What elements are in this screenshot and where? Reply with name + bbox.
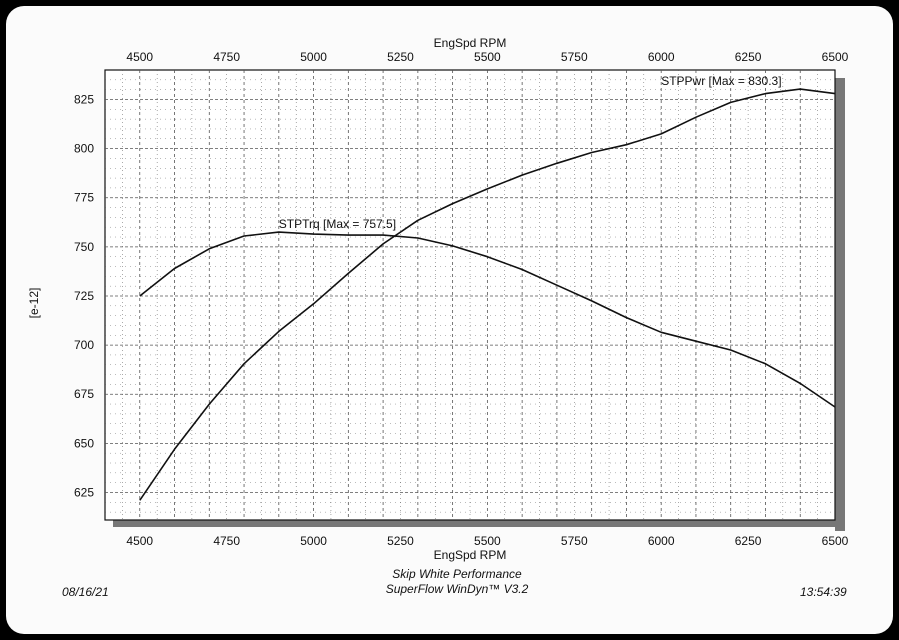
x-tick-label-bottom: 4500 <box>126 534 153 548</box>
x-tick-label-top: 4500 <box>126 50 153 64</box>
plot-shadow <box>113 78 845 531</box>
y-tick-label: 675 <box>74 387 94 401</box>
y-tick-label: 625 <box>74 485 94 499</box>
chart-grid <box>105 70 835 520</box>
x-tick-label-top: 5750 <box>561 50 588 64</box>
x-tick-label-top: 6500 <box>822 50 849 64</box>
x-tick-label-top: 5250 <box>387 50 414 64</box>
y-tick-label: 825 <box>74 92 94 106</box>
x-tick-label-bottom: 6250 <box>735 534 762 548</box>
y-tick-label: 650 <box>74 436 94 450</box>
x-tick-label-top: 6250 <box>735 50 762 64</box>
x-tick-label-top: 6000 <box>648 50 675 64</box>
x-tick-label-bottom: 5750 <box>561 534 588 548</box>
x-tick-label-bottom: 5250 <box>387 534 414 548</box>
y-tick-label: 775 <box>74 191 94 205</box>
x-tick-label-top: 5500 <box>474 50 501 64</box>
x-tick-label-bottom: 4750 <box>213 534 240 548</box>
x-axis-title-top: EngSpd RPM <box>434 36 507 50</box>
power-max-annotation: STPPwr [Max = 830.3] <box>661 74 781 88</box>
y-tick-label: 725 <box>74 289 94 303</box>
y-tick-label: 800 <box>74 142 94 156</box>
x-tick-label-bottom: 6000 <box>648 534 675 548</box>
report-time: 13:54:39 <box>800 585 847 599</box>
x-tick-label-bottom: 5000 <box>300 534 327 548</box>
x-tick-label-top: 4750 <box>213 50 240 64</box>
chart-series <box>139 88 836 501</box>
axis-ticks: 4500 4500 4750 4750 5000 5000 5250 5250 5500 5500… <box>74 50 849 548</box>
y-tick-label: 750 <box>74 240 94 254</box>
x-axis-title-bottom: EngSpd RPM <box>434 548 507 562</box>
y-tick-label: 700 <box>74 338 94 352</box>
plot-shadow-right <box>835 78 845 531</box>
plot-shadow-bottom <box>113 520 845 527</box>
torque-max-annotation: STPTrq [Max = 757.5] <box>279 217 396 231</box>
software-name: SuperFlow WinDyn™ V3.2 <box>385 582 529 596</box>
x-tick-label-top: 5000 <box>300 50 327 64</box>
x-tick-label-bottom: 5500 <box>474 534 501 548</box>
report-date: 08/16/21 <box>62 585 109 599</box>
y-axis-title: [e-12] <box>27 288 41 319</box>
company-name: Skip White Performance <box>392 567 522 581</box>
x-tick-label-bottom: 6500 <box>822 534 849 548</box>
